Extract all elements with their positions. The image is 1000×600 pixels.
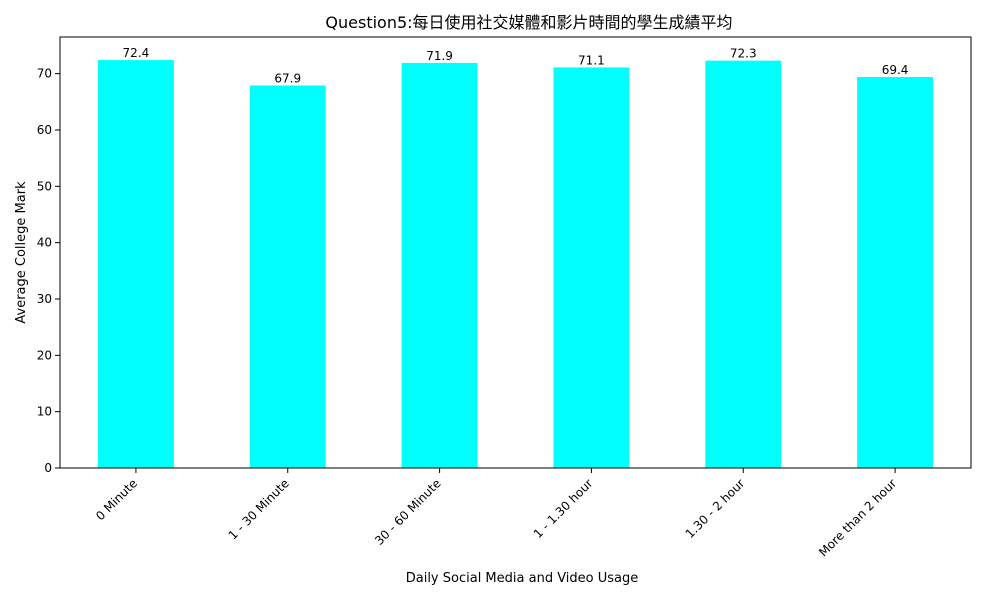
- bar-value-label: 69.4: [882, 63, 909, 77]
- y-tick-label: 20: [37, 348, 52, 362]
- x-tick-label: More than 2 hour: [816, 476, 899, 559]
- bar-value-label: 72.3: [730, 47, 757, 61]
- bar-value-label: 71.9: [426, 49, 453, 63]
- y-tick-label: 30: [37, 292, 52, 306]
- bar: [401, 62, 478, 468]
- y-tick-label: 0: [44, 461, 52, 475]
- x-tick-label: 1 - 30 Minute: [226, 476, 292, 542]
- x-tick-label: 0 Minute: [93, 476, 140, 523]
- bar: [249, 85, 326, 469]
- y-axis: 0 10 20 30 40 50 60 70: [37, 67, 60, 475]
- bar: [97, 60, 174, 469]
- x-tick-label: 30 - 60 Minute: [372, 476, 444, 548]
- y-tick-label: 70: [37, 67, 52, 81]
- y-axis-label: Average College Mark: [14, 181, 29, 324]
- bar: [857, 77, 934, 468]
- plot-frame: [59, 36, 972, 469]
- x-tick-label: 1.30 - 2 hour: [683, 476, 748, 541]
- x-tick-label: 1 - 1.30 hour: [531, 476, 596, 541]
- bar-value-label: 72.4: [123, 46, 150, 60]
- x-axis: 0 Minute 1 - 30 Minute 30 - 60 Minute 1 - 1…: [93, 468, 899, 559]
- bar-value-label: 67.9: [274, 71, 301, 85]
- bar: [705, 60, 782, 468]
- bar-value-label: 71.1: [578, 53, 605, 67]
- chart-title: Question5:每日使用社交媒體和影片時間的學生成績平均: [325, 13, 732, 32]
- x-axis-label: Daily Social Media and Video Usage: [406, 571, 639, 586]
- bars-group: [97, 60, 934, 469]
- y-tick-label: 10: [37, 405, 52, 419]
- y-tick-label: 50: [37, 179, 52, 193]
- y-tick-label: 40: [37, 236, 52, 250]
- bar: [553, 67, 630, 469]
- y-tick-label: 60: [37, 123, 52, 137]
- value-labels-group: 72.4 67.9 71.9 71.1 72.3 69.4: [123, 46, 909, 85]
